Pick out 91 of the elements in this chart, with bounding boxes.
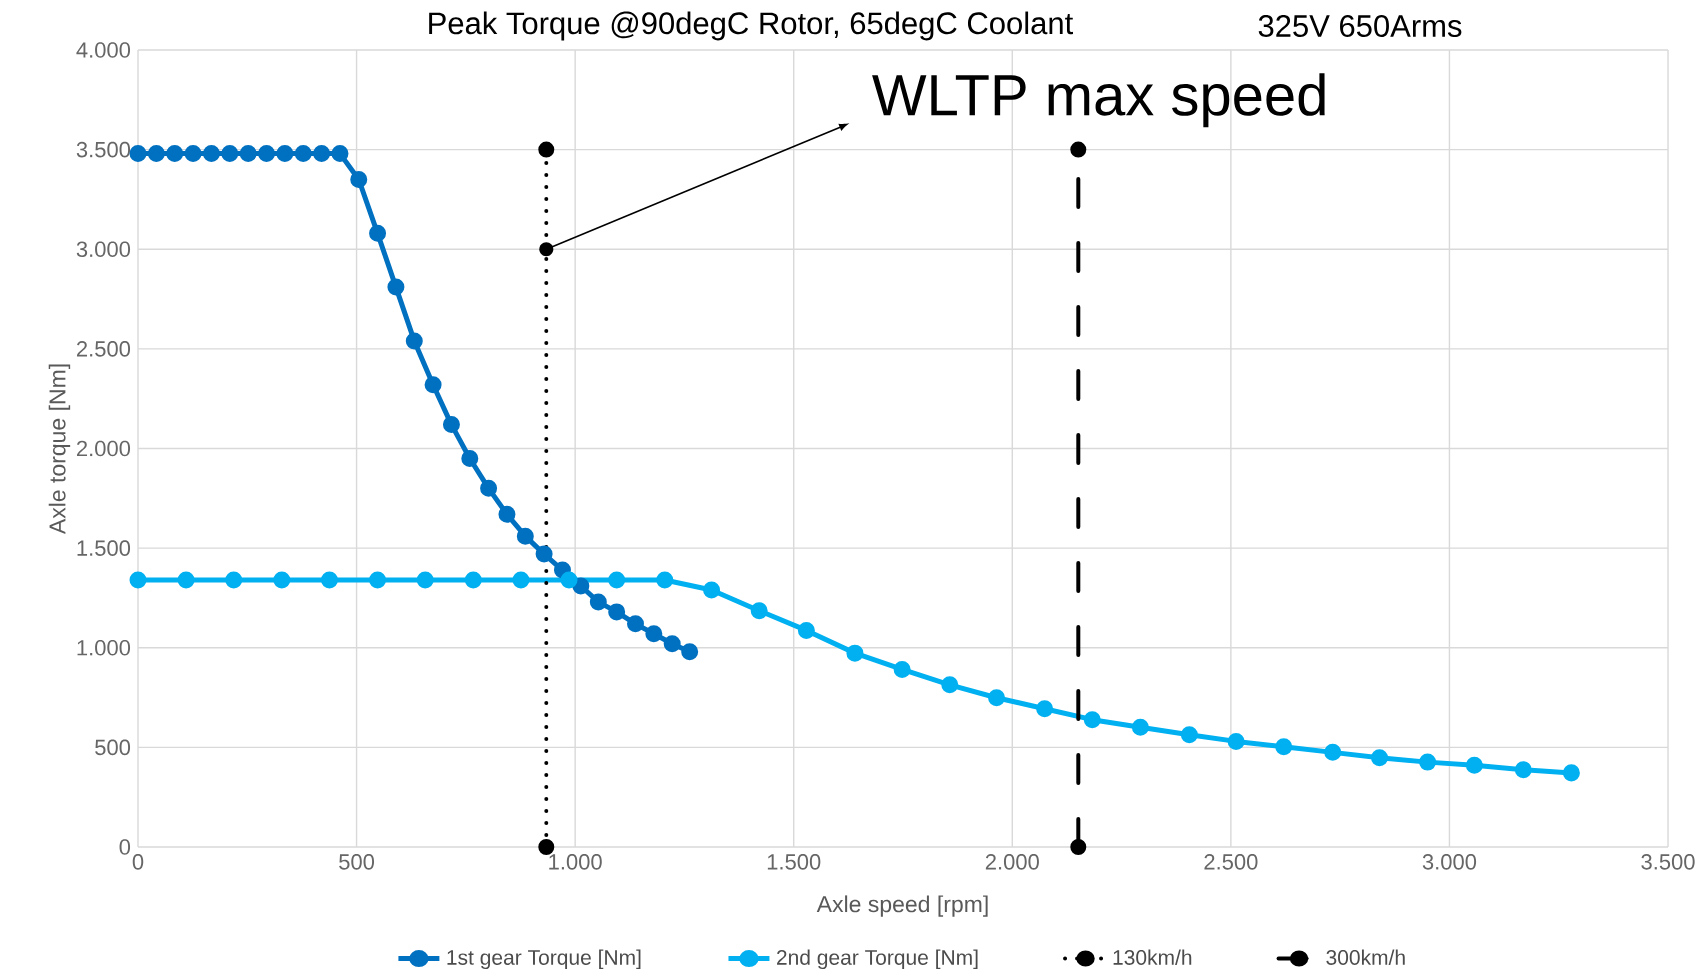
x-tick-label: 1.000 xyxy=(549,854,602,870)
point xyxy=(166,145,184,163)
point xyxy=(1514,761,1532,779)
point xyxy=(1419,753,1437,771)
point xyxy=(225,571,243,589)
point xyxy=(512,571,530,589)
legend-label: 1st gear Torque [Nm] xyxy=(447,949,641,970)
x-tick-label: 3.500 xyxy=(1641,854,1695,870)
point xyxy=(129,571,147,589)
point xyxy=(1465,756,1483,774)
y-tick-label: 2.500 xyxy=(76,341,131,357)
point xyxy=(1371,749,1388,767)
point xyxy=(516,527,534,545)
point xyxy=(184,145,202,163)
annotation: WLTP max speed xyxy=(872,73,1325,128)
point xyxy=(258,145,276,163)
x-axis-title: Axle speed [rpm] xyxy=(816,895,988,917)
point xyxy=(129,145,147,163)
point xyxy=(538,839,555,856)
point xyxy=(177,571,195,589)
x-tick-label: 500 xyxy=(339,854,375,870)
point xyxy=(405,332,423,350)
y-tick-label: 0 xyxy=(119,839,131,855)
point xyxy=(202,145,220,163)
point xyxy=(1180,726,1198,744)
point xyxy=(1083,711,1101,729)
legend-label: 300km/h xyxy=(1326,949,1405,966)
y-tick-label: 3.000 xyxy=(76,241,131,258)
point xyxy=(941,676,959,694)
legend-label: 2nd gear Torque [Nm] xyxy=(777,949,978,970)
y-tick-label: 1.500 xyxy=(77,540,131,557)
point xyxy=(656,571,674,589)
point xyxy=(369,224,387,242)
point xyxy=(681,643,699,661)
point xyxy=(750,602,768,620)
point xyxy=(535,545,553,563)
point xyxy=(331,145,349,163)
point xyxy=(1275,738,1293,756)
point xyxy=(273,571,291,589)
point xyxy=(1036,700,1054,718)
point xyxy=(442,416,460,434)
y-tick-label: 4.000 xyxy=(76,42,131,58)
y-tick-label: 3.500 xyxy=(76,142,131,158)
legend-label: 130km/h xyxy=(1113,949,1192,966)
point xyxy=(313,145,331,163)
point xyxy=(498,505,516,523)
point xyxy=(464,571,482,589)
point xyxy=(221,145,239,163)
point xyxy=(893,661,911,679)
point xyxy=(387,278,405,296)
point xyxy=(608,603,626,621)
point xyxy=(276,145,294,163)
point xyxy=(589,593,607,611)
point xyxy=(294,145,312,163)
y-tick-label: 500 xyxy=(95,739,131,756)
point xyxy=(645,625,663,643)
point xyxy=(572,577,590,595)
point xyxy=(663,635,681,653)
point xyxy=(350,171,368,189)
point xyxy=(626,615,644,633)
point xyxy=(1227,733,1245,751)
y-tick-label: 2.000 xyxy=(76,440,131,457)
x-tick-label: 2.500 xyxy=(1204,854,1258,870)
point xyxy=(1324,744,1342,762)
point xyxy=(797,622,815,640)
point xyxy=(239,145,257,163)
point xyxy=(560,571,578,589)
point xyxy=(1070,141,1087,158)
point xyxy=(1562,764,1580,782)
point xyxy=(846,644,864,662)
x-tick-label: 0 xyxy=(132,854,144,870)
chart-subtitle: 325V 650Arms xyxy=(1258,15,1462,38)
y-tick-label: 1.000 xyxy=(77,640,131,656)
x-tick-label: 1.500 xyxy=(767,854,821,870)
point xyxy=(369,571,387,589)
point xyxy=(424,376,442,394)
point xyxy=(416,571,434,589)
point xyxy=(988,689,1006,707)
point xyxy=(480,480,498,497)
point xyxy=(461,450,479,468)
point xyxy=(538,141,555,158)
point xyxy=(1070,839,1087,856)
x-tick-label: 3.000 xyxy=(1422,854,1477,870)
y-axis-title: Axle torque [Nm] xyxy=(48,364,71,535)
chart-title: Peak Torque @90degC Rotor, 65degC Coolant xyxy=(429,11,1074,41)
point xyxy=(608,571,626,589)
point xyxy=(147,145,165,163)
point xyxy=(1131,718,1149,736)
point xyxy=(320,571,338,589)
point xyxy=(703,581,721,599)
x-tick-label: 2.000 xyxy=(985,854,1039,870)
